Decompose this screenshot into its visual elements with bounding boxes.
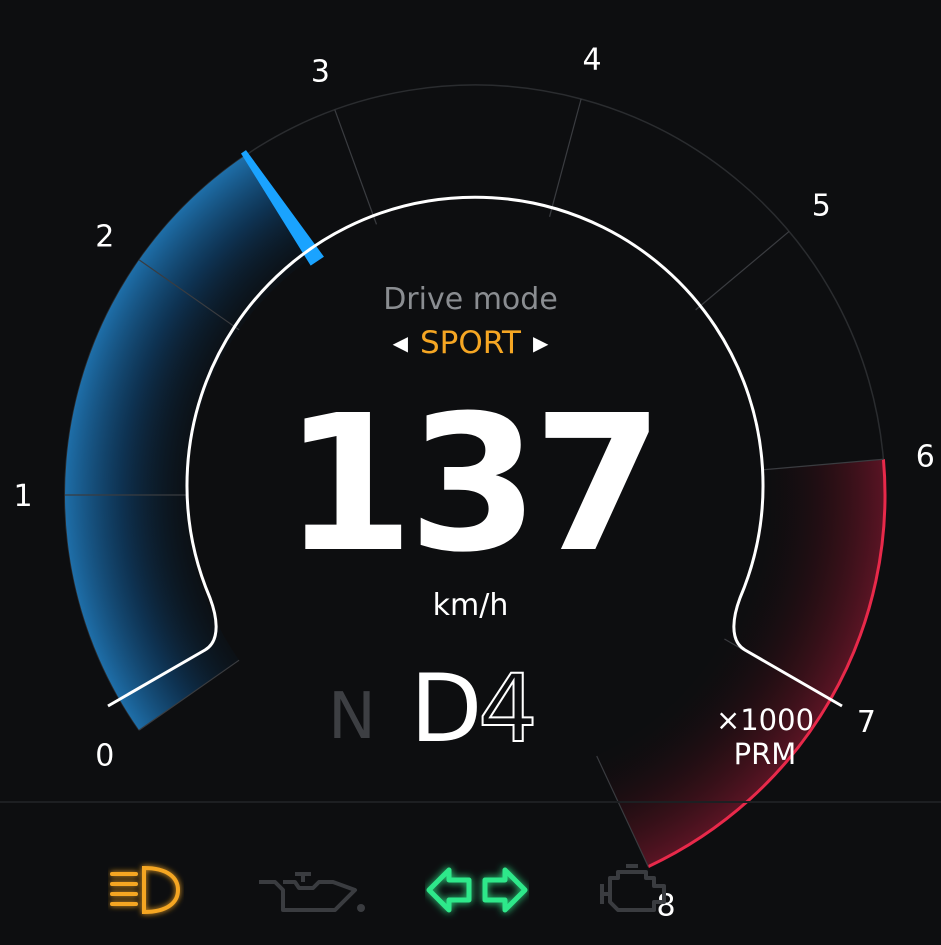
- gear-drive: D: [410, 655, 483, 764]
- tach-tick-label: 0: [95, 738, 114, 773]
- mode-prev-arrow-icon[interactable]: ◀: [392, 331, 408, 355]
- oil-pressure-icon: [259, 872, 365, 912]
- tach-tick-line: [548, 98, 582, 217]
- tach-tick-label: 1: [13, 479, 32, 514]
- tach-tick-line: [138, 659, 240, 731]
- drive-mode-selector[interactable]: ◀ SPORT ▶: [0, 325, 941, 361]
- rpm-unit-label: PRM: [733, 737, 797, 771]
- turn-signal-icon: [426, 867, 528, 913]
- tach-tick-label: 5: [812, 188, 831, 223]
- tach-needle: [241, 150, 324, 266]
- drive-mode-value: SPORT: [420, 325, 521, 361]
- tach-tick-label: 3: [311, 54, 330, 89]
- check-engine-icon: [600, 864, 666, 912]
- headlight-icon: [110, 865, 181, 915]
- divider: [0, 801, 941, 803]
- tach-tick-line: [596, 755, 649, 867]
- rpm-multiplier: ×1000: [715, 703, 815, 737]
- speed-unit: km/h: [432, 588, 509, 623]
- tach-tick-label: 2: [95, 220, 114, 255]
- mode-next-arrow-icon[interactable]: ▶: [533, 331, 549, 355]
- tach-tick-line: [695, 230, 790, 311]
- tach-redline-fill: [596, 459, 885, 867]
- tach-tick-line: [138, 259, 240, 331]
- gear-neutral: N: [328, 680, 376, 754]
- tach-tick-label: 6: [916, 440, 935, 475]
- tach-tick-line: [334, 109, 378, 225]
- rpm-unit: ×1000 PRM: [705, 703, 825, 771]
- speed-value: 137: [283, 375, 663, 594]
- tach-tick-label: 7: [857, 705, 876, 740]
- gear-number: 4: [477, 654, 539, 765]
- tach-tick-label: 4: [582, 42, 601, 77]
- tach-tick-label: 8: [656, 889, 675, 924]
- drive-mode-label: Drive mode: [383, 282, 558, 317]
- tach-tick-line: [761, 458, 884, 471]
- tach-hub-outline: [107, 195, 843, 708]
